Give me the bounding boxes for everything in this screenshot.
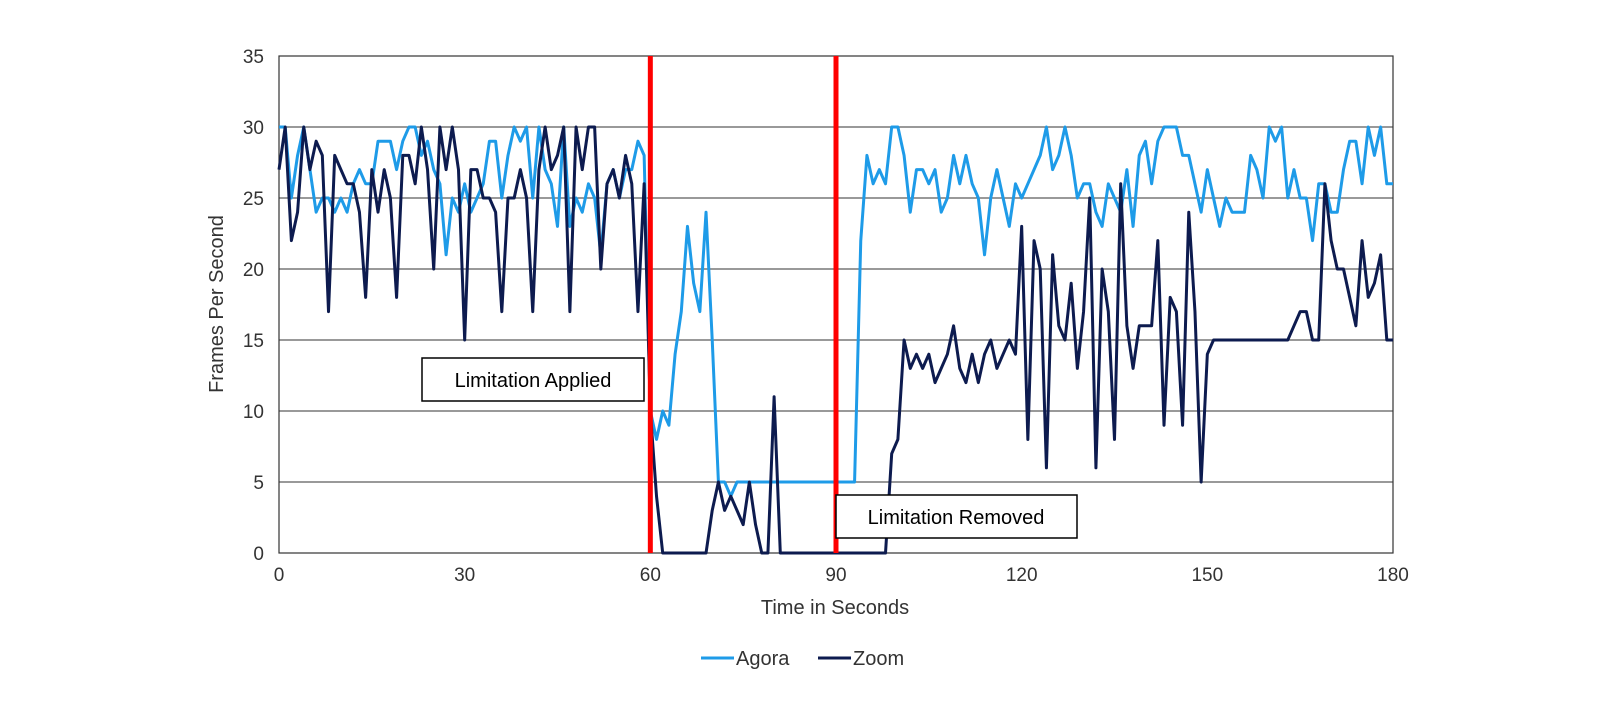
annotation-limitation-applied-text: Limitation Applied: [455, 370, 612, 392]
x-tick-label: 150: [1191, 565, 1223, 586]
x-tick-label: 90: [825, 565, 846, 586]
y-tick-label: 35: [243, 47, 264, 68]
x-axis-title: Time in Seconds: [761, 597, 909, 619]
y-tick-label: 15: [243, 331, 264, 352]
legend-label-agora: Agora: [736, 648, 790, 670]
y-axis-title: Frames Per Second: [206, 215, 228, 393]
x-tick-label: 30: [454, 565, 475, 586]
x-axis-ticks: 0 30 60 90 120 150 180: [274, 565, 1409, 586]
annotation-limitation-removed-text: Limitation Removed: [868, 507, 1045, 529]
vertical-markers: [647, 56, 839, 553]
y-tick-label: 10: [243, 402, 264, 423]
annotation-limitation-removed: Limitation Removed: [835, 494, 1078, 539]
legend-label-zoom: Zoom: [853, 648, 904, 670]
y-tick-label: 0: [253, 544, 264, 565]
y-tick-label: 20: [243, 260, 264, 281]
x-tick-label: 180: [1377, 565, 1409, 586]
y-tick-label: 30: [243, 118, 264, 139]
x-tick-label: 60: [640, 565, 661, 586]
legend: Agora Zoom: [701, 648, 904, 670]
x-tick-label: 120: [1006, 565, 1038, 586]
x-tick-label: 0: [274, 565, 285, 586]
y-tick-label: 25: [243, 189, 264, 210]
y-tick-label: 5: [253, 473, 264, 494]
y-axis-ticks: 0 5 10 15 20 25 30 35: [243, 47, 264, 565]
annotation-limitation-applied: Limitation Applied: [421, 357, 645, 402]
